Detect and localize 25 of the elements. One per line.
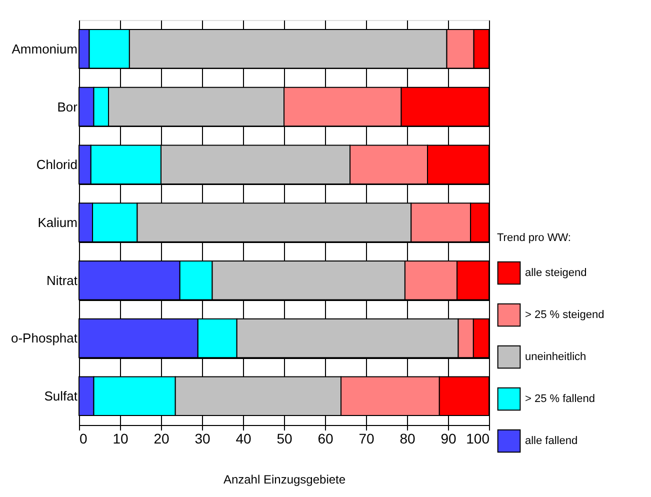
legend-label: > 25 % fallend bbox=[525, 393, 596, 405]
x-tick-label: 80 bbox=[400, 430, 416, 446]
x-tick-label: 10 bbox=[112, 430, 128, 446]
legend-label: > 25 % steigend bbox=[525, 309, 604, 321]
x-tick-label: 100 bbox=[466, 430, 490, 446]
legend-label: alle fallend bbox=[525, 435, 578, 447]
y-tick-label: o-Phosphat bbox=[11, 330, 78, 346]
y-tick-label: Ammonium bbox=[12, 41, 78, 56]
y-tick-label: Chlorid bbox=[36, 157, 78, 172]
x-tick-label: 50 bbox=[276, 430, 292, 446]
legend-label: uneinheitlich bbox=[525, 351, 586, 363]
x-tick-label: 90 bbox=[440, 430, 456, 446]
legend-label: alle steigend bbox=[525, 267, 587, 279]
x-tick-label: 30 bbox=[194, 430, 210, 446]
x-tick-label: 20 bbox=[154, 430, 170, 446]
x-tick-label: 40 bbox=[236, 430, 252, 446]
x-tick-label: 0 bbox=[80, 430, 88, 446]
y-tick-label: Kalium bbox=[38, 215, 78, 230]
y-tick-label: Sulfat bbox=[44, 388, 78, 404]
x-tick-label: 70 bbox=[358, 430, 374, 446]
x-axis-title: Anzahl Einzugsgebiete bbox=[223, 472, 346, 486]
legend-title: Trend pro WW: bbox=[497, 232, 571, 244]
y-tick-label: Bor bbox=[57, 99, 78, 114]
x-tick-label: 60 bbox=[318, 430, 334, 446]
y-tick-label: Nitrat bbox=[46, 272, 78, 288]
